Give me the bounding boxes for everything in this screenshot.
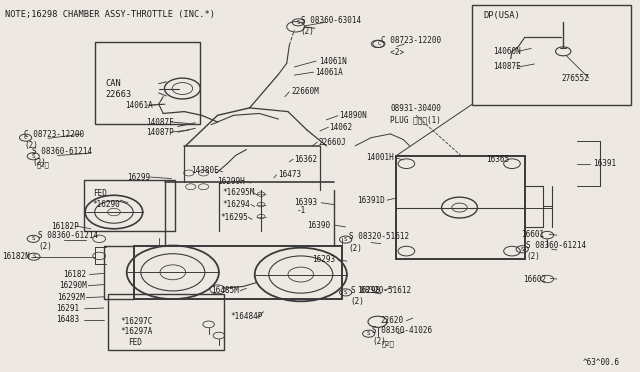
Text: 16391D: 16391D — [357, 196, 385, 205]
Text: 14890N: 14890N — [339, 111, 367, 120]
Text: 16391: 16391 — [593, 159, 616, 168]
Text: *16484P: *16484P — [230, 312, 263, 321]
Text: S: S — [344, 290, 348, 295]
Text: S: S — [31, 236, 35, 241]
Text: 16299H: 16299H — [218, 177, 245, 186]
Text: -1: -1 — [297, 206, 306, 215]
Text: 14380E: 14380E — [191, 166, 218, 175]
Text: 16293: 16293 — [312, 255, 335, 264]
Text: 16292M: 16292M — [58, 293, 85, 302]
Text: NOTE;16298 CHAMBER ASSY-THROTTLE (INC.*): NOTE;16298 CHAMBER ASSY-THROTTLE (INC.*) — [5, 10, 215, 19]
Bar — [472, 5, 631, 105]
Text: C: C — [24, 135, 28, 140]
Text: 14087P: 14087P — [146, 128, 173, 137]
Text: 27655Z: 27655Z — [562, 74, 589, 83]
Text: 16299: 16299 — [127, 173, 150, 182]
Text: FED: FED — [128, 338, 142, 347]
Text: 14061A: 14061A — [315, 68, 342, 77]
Text: 14087E: 14087E — [493, 62, 520, 71]
Text: 16298: 16298 — [357, 286, 380, 295]
Text: 22660M: 22660M — [291, 87, 319, 96]
Text: 14087F: 14087F — [146, 118, 173, 126]
Text: （2）: （2） — [37, 161, 50, 168]
Text: S: S — [32, 254, 36, 259]
Text: C 08723-12200
(2): C 08723-12200 (2) — [24, 130, 84, 150]
Text: 14001H: 14001H — [366, 153, 394, 162]
Text: C 08723-12200
  <2>: C 08723-12200 <2> — [381, 36, 441, 57]
Bar — [95, 42, 200, 124]
Text: 22660J: 22660J — [319, 138, 346, 147]
Text: 14062: 14062 — [330, 123, 353, 132]
Text: 16601: 16601 — [522, 230, 545, 239]
Text: 〈2〉: 〈2〉 — [381, 341, 394, 347]
Text: S: S — [520, 247, 524, 252]
Text: 16182N: 16182N — [2, 252, 29, 261]
Text: 16365: 16365 — [486, 155, 509, 164]
Text: *16297C: *16297C — [120, 317, 153, 326]
Text: DP(USA): DP(USA) — [483, 11, 520, 20]
Text: S 08360-63014
(2): S 08360-63014 (2) — [301, 16, 361, 36]
Text: C: C — [377, 41, 381, 46]
Text: 16182: 16182 — [63, 270, 86, 279]
Text: S: S — [344, 237, 348, 242]
Text: 16290M: 16290M — [60, 281, 87, 290]
Text: CAN
22663: CAN 22663 — [106, 79, 132, 99]
Text: S 08320-51612
(2): S 08320-51612 (2) — [351, 286, 411, 306]
Text: 14060N: 14060N — [493, 47, 520, 56]
Text: S 08360-61214
(2): S 08360-61214 (2) — [38, 231, 99, 251]
Text: 16473: 16473 — [278, 170, 301, 179]
Text: 16483: 16483 — [56, 315, 79, 324]
Text: S 08360-61214
(2): S 08360-61214 (2) — [526, 241, 586, 261]
Text: 16390: 16390 — [307, 221, 330, 230]
Text: S: S — [31, 154, 35, 159]
Text: 16291: 16291 — [56, 304, 79, 313]
Text: S: S — [296, 20, 300, 25]
Text: 16393: 16393 — [294, 198, 317, 207]
Text: 16485M: 16485M — [211, 286, 239, 295]
Text: S: S — [367, 331, 371, 336]
Text: 16602: 16602 — [524, 275, 547, 283]
Text: ^63^00.6: ^63^00.6 — [582, 358, 620, 367]
Text: 14061N: 14061N — [319, 57, 346, 65]
Text: S 08320-51612
(2): S 08320-51612 (2) — [349, 232, 409, 253]
Text: S 08360-41026
(2): S 08360-41026 (2) — [372, 326, 433, 346]
Text: *16297A: *16297A — [120, 327, 153, 336]
Text: FED
*16290: FED *16290 — [93, 189, 120, 209]
Text: *16294: *16294 — [223, 200, 250, 209]
Text: 22620: 22620 — [381, 316, 404, 325]
Text: 08931-30400
PLUG プラグ(1): 08931-30400 PLUG プラグ(1) — [390, 104, 441, 124]
Text: 16182P: 16182P — [51, 222, 79, 231]
Text: 14061A: 14061A — [125, 101, 152, 110]
Bar — [108, 294, 224, 350]
Text: 16362: 16362 — [294, 155, 317, 164]
Text: *16295: *16295 — [221, 213, 248, 222]
Bar — [84, 180, 175, 231]
Text: S 08360-61214
(2): S 08360-61214 (2) — [32, 147, 92, 167]
Text: *16295M: *16295M — [223, 188, 255, 197]
